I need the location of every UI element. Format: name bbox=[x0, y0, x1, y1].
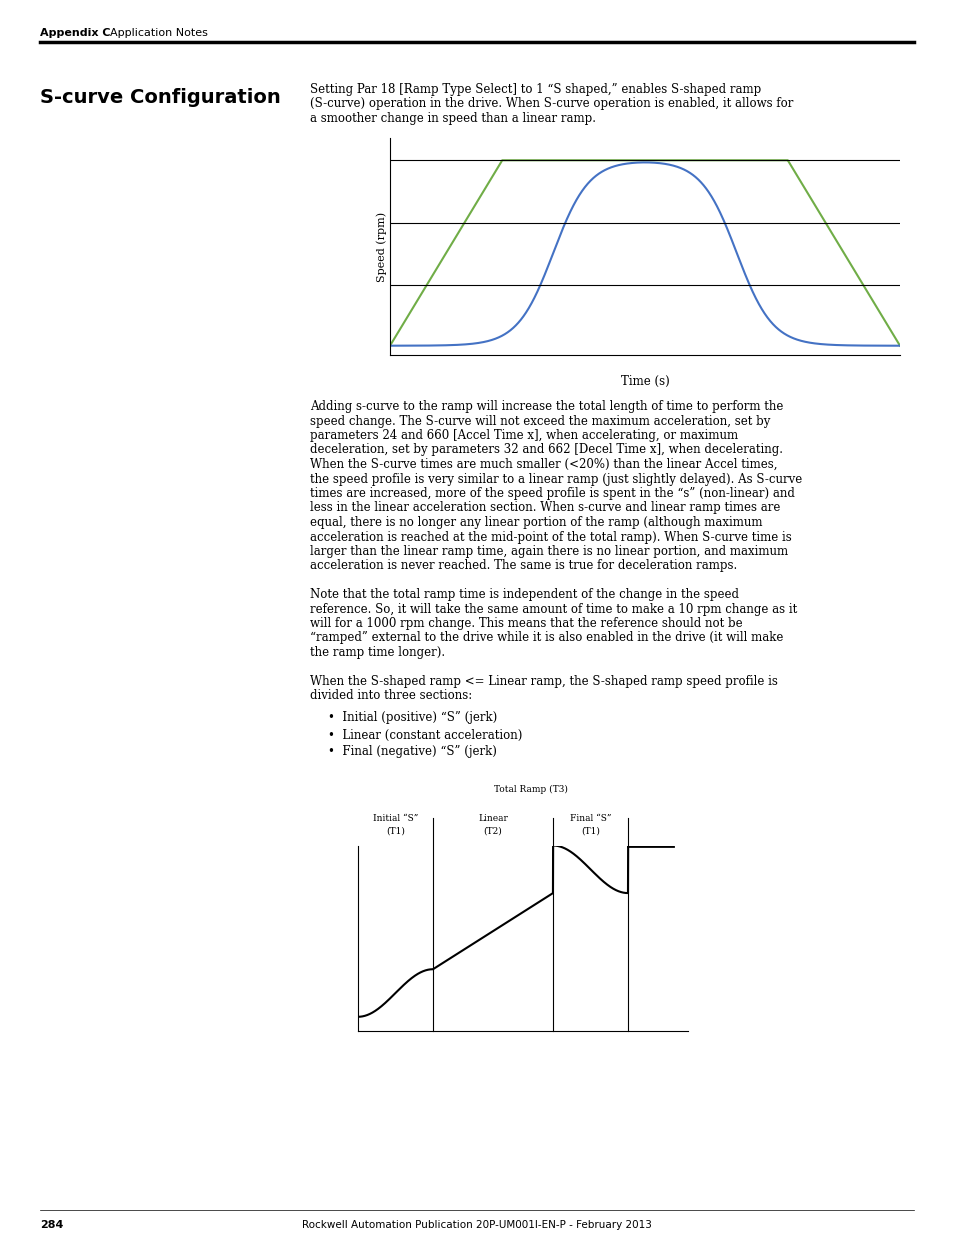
Text: (S-curve) operation in the drive. When S-curve operation is enabled, it allows f: (S-curve) operation in the drive. When S… bbox=[310, 98, 793, 110]
Text: Adding s-curve to the ramp will increase the total length of time to perform the: Adding s-curve to the ramp will increase… bbox=[310, 400, 782, 412]
Text: equal, there is no longer any linear portion of the ramp (although maximum: equal, there is no longer any linear por… bbox=[310, 516, 761, 529]
Text: When the S-curve times are much smaller (<20%) than the linear Accel times,: When the S-curve times are much smaller … bbox=[310, 458, 777, 471]
Text: •  Initial (positive) “S” (jerk): • Initial (positive) “S” (jerk) bbox=[328, 711, 497, 725]
Text: Initial “S”: Initial “S” bbox=[373, 814, 417, 824]
Text: Note that the total ramp time is independent of the change in the speed: Note that the total ramp time is indepen… bbox=[310, 588, 739, 601]
Text: When the S-shaped ramp <= Linear ramp, the S-shaped ramp speed profile is: When the S-shaped ramp <= Linear ramp, t… bbox=[310, 674, 777, 688]
Text: (T2): (T2) bbox=[483, 826, 502, 835]
Text: larger than the linear ramp time, again there is no linear portion, and maximum: larger than the linear ramp time, again … bbox=[310, 545, 787, 558]
Text: “ramped” external to the drive while it is also enabled in the drive (it will ma: “ramped” external to the drive while it … bbox=[310, 631, 782, 645]
Text: •  Final (negative) “S” (jerk): • Final (negative) “S” (jerk) bbox=[328, 746, 497, 758]
Text: reference. So, it will take the same amount of time to make a 10 rpm change as i: reference. So, it will take the same amo… bbox=[310, 603, 797, 615]
Text: (T1): (T1) bbox=[386, 826, 404, 835]
Text: will for a 1000 rpm change. This means that the reference should not be: will for a 1000 rpm change. This means t… bbox=[310, 618, 741, 630]
Text: Time (s): Time (s) bbox=[620, 375, 669, 388]
Text: the speed profile is very similar to a linear ramp (just slightly delayed). As S: the speed profile is very similar to a l… bbox=[310, 473, 801, 485]
Text: Rockwell Automation Publication 20P-UM001I-EN-P - February 2013: Rockwell Automation Publication 20P-UM00… bbox=[302, 1220, 651, 1230]
Text: 284: 284 bbox=[40, 1220, 63, 1230]
Text: times are increased, more of the speed profile is spent in the “s” (non-linear) : times are increased, more of the speed p… bbox=[310, 487, 794, 500]
Text: Appendix C: Appendix C bbox=[40, 28, 111, 38]
Text: Final “S”: Final “S” bbox=[569, 814, 611, 824]
Text: Setting Par 18 [Ramp Type Select] to 1 “S shaped,” enables S-shaped ramp: Setting Par 18 [Ramp Type Select] to 1 “… bbox=[310, 83, 760, 96]
Text: Linear: Linear bbox=[477, 814, 507, 824]
Text: (T1): (T1) bbox=[580, 826, 599, 835]
Text: divided into three sections:: divided into three sections: bbox=[310, 689, 472, 701]
Text: the ramp time longer).: the ramp time longer). bbox=[310, 646, 445, 659]
Text: deceleration, set by parameters 32 and 662 [Decel Time x], when decelerating.: deceleration, set by parameters 32 and 6… bbox=[310, 443, 782, 457]
Y-axis label: Speed (rpm): Speed (rpm) bbox=[376, 211, 387, 282]
Text: acceleration is never reached. The same is true for deceleration ramps.: acceleration is never reached. The same … bbox=[310, 559, 737, 573]
Text: less in the linear acceleration section. When s-curve and linear ramp times are: less in the linear acceleration section.… bbox=[310, 501, 780, 515]
Text: •  Linear (constant acceleration): • Linear (constant acceleration) bbox=[328, 729, 522, 741]
Text: parameters 24 and 660 [Accel Time x], when accelerating, or maximum: parameters 24 and 660 [Accel Time x], wh… bbox=[310, 429, 738, 442]
Text: acceleration is reached at the mid-point of the total ramp). When S-curve time i: acceleration is reached at the mid-point… bbox=[310, 531, 791, 543]
Text: S-curve Configuration: S-curve Configuration bbox=[40, 88, 280, 107]
Text: a smoother change in speed than a linear ramp.: a smoother change in speed than a linear… bbox=[310, 112, 596, 125]
Text: speed change. The S-curve will not exceed the maximum acceleration, set by: speed change. The S-curve will not excee… bbox=[310, 415, 770, 427]
Text: Total Ramp (T3): Total Ramp (T3) bbox=[493, 785, 567, 794]
Text: Application Notes: Application Notes bbox=[110, 28, 208, 38]
